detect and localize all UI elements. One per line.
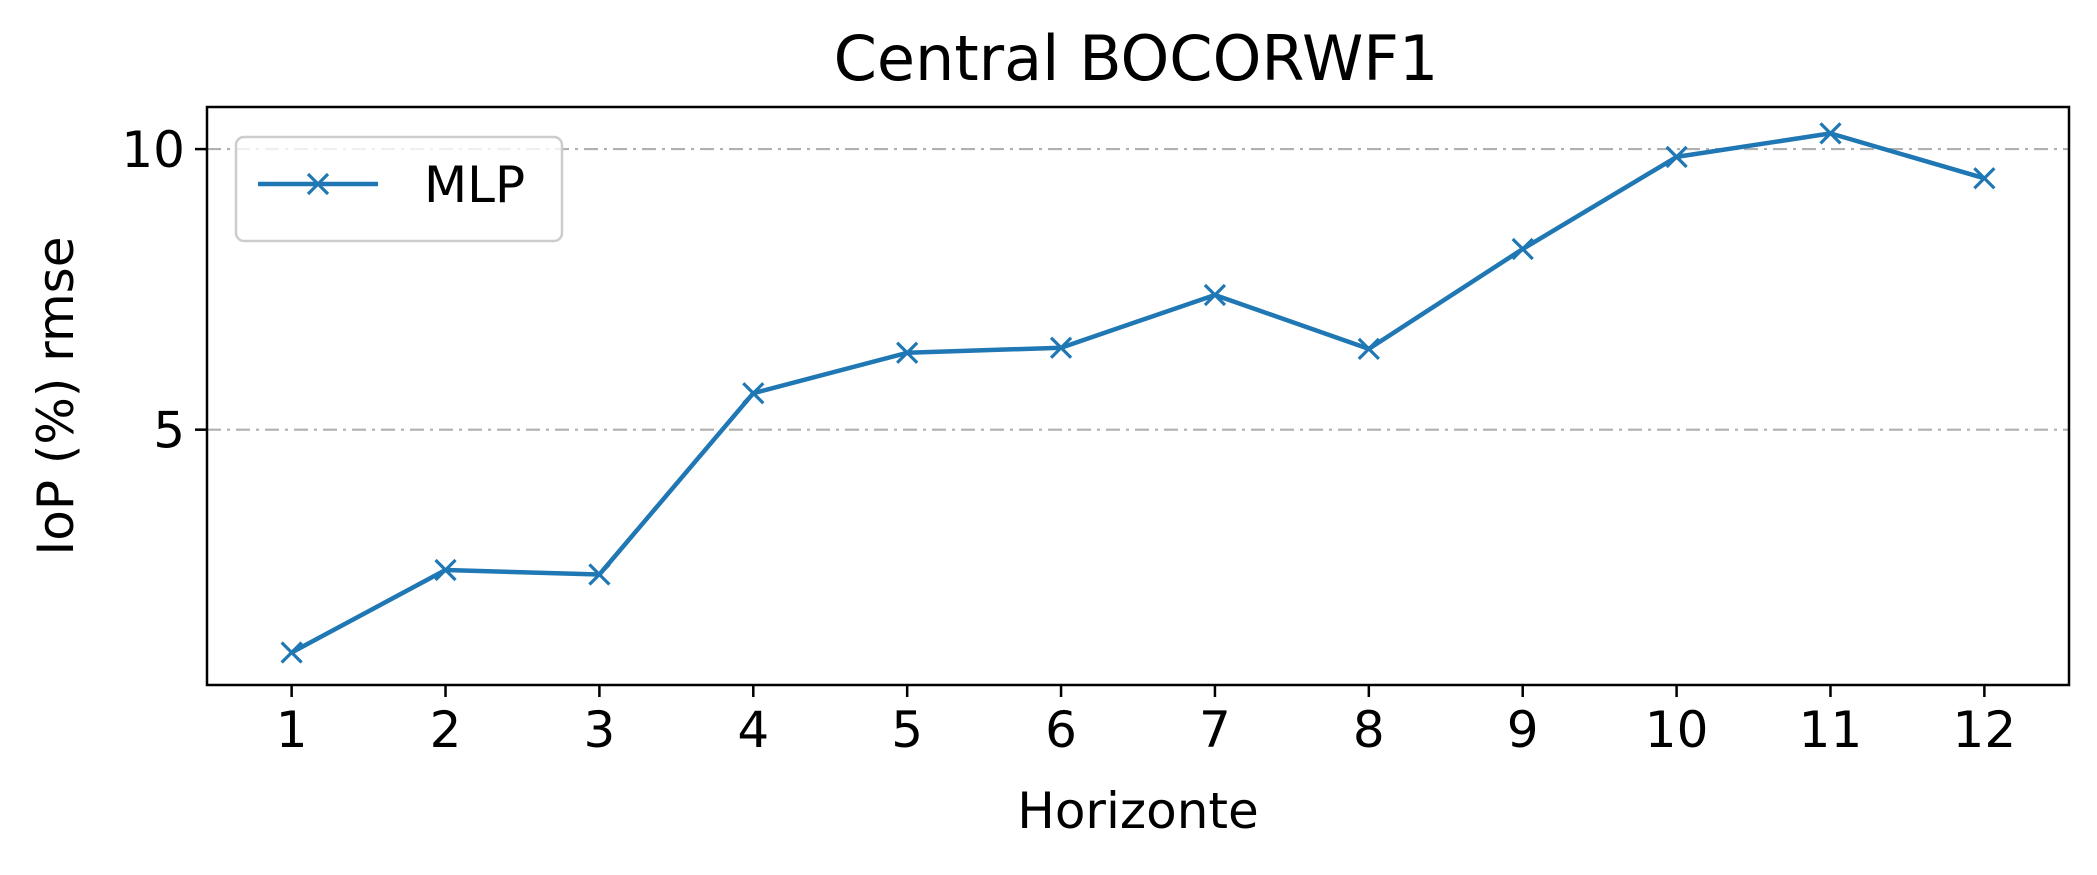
- data-point: [1203, 283, 1227, 307]
- x-tick-label: 7: [1199, 701, 1231, 759]
- data-point: [588, 563, 611, 586]
- y-tick-label: 10: [121, 121, 185, 179]
- data-point: [896, 341, 919, 364]
- x-tick-label: 2: [430, 701, 462, 759]
- data-point: [1357, 337, 1380, 360]
- data-point: [280, 641, 303, 664]
- data-point: [742, 382, 765, 405]
- x-tick-label: 12: [1953, 701, 2017, 759]
- data-point: [1819, 122, 1842, 145]
- legend-marker-mlp: [306, 172, 330, 196]
- plot-frame: [205, 105, 2071, 687]
- y-axis: 5 10: [121, 121, 207, 460]
- x-axis-label: Horizonte: [1017, 782, 1259, 840]
- x-tick-label: 4: [737, 701, 769, 759]
- data-point: [1049, 336, 1073, 359]
- data-point: [1973, 167, 1996, 190]
- x-tick-label: 3: [583, 701, 615, 759]
- data-point: [434, 558, 457, 582]
- x-tick-label: 8: [1353, 701, 1385, 759]
- legend-label-mlp: MLP: [424, 156, 525, 214]
- legend: MLP: [234, 135, 564, 243]
- x-tick-label: 5: [891, 701, 923, 759]
- data-point: [1665, 145, 1688, 169]
- series-layer: [280, 122, 1996, 664]
- data-point: [1511, 237, 1534, 261]
- series-line-mlp: [290, 131, 1986, 655]
- x-tick-label: 6: [1045, 701, 1077, 759]
- x-tick-label: 11: [1799, 701, 1863, 759]
- y-tick-label: 5: [153, 402, 185, 460]
- legend-box: [234, 135, 564, 243]
- x-axis: 1 2 3 4 5 6 7 8 9 10 11 12: [276, 685, 2016, 759]
- y-axis-label: IoP (%) rmse: [27, 237, 85, 556]
- x-tick-label: 10: [1645, 701, 1709, 759]
- chart-title: Central BOCORWF1: [834, 22, 1439, 95]
- x-tick-label: 9: [1507, 701, 1539, 759]
- x-tick-label: 1: [276, 701, 308, 759]
